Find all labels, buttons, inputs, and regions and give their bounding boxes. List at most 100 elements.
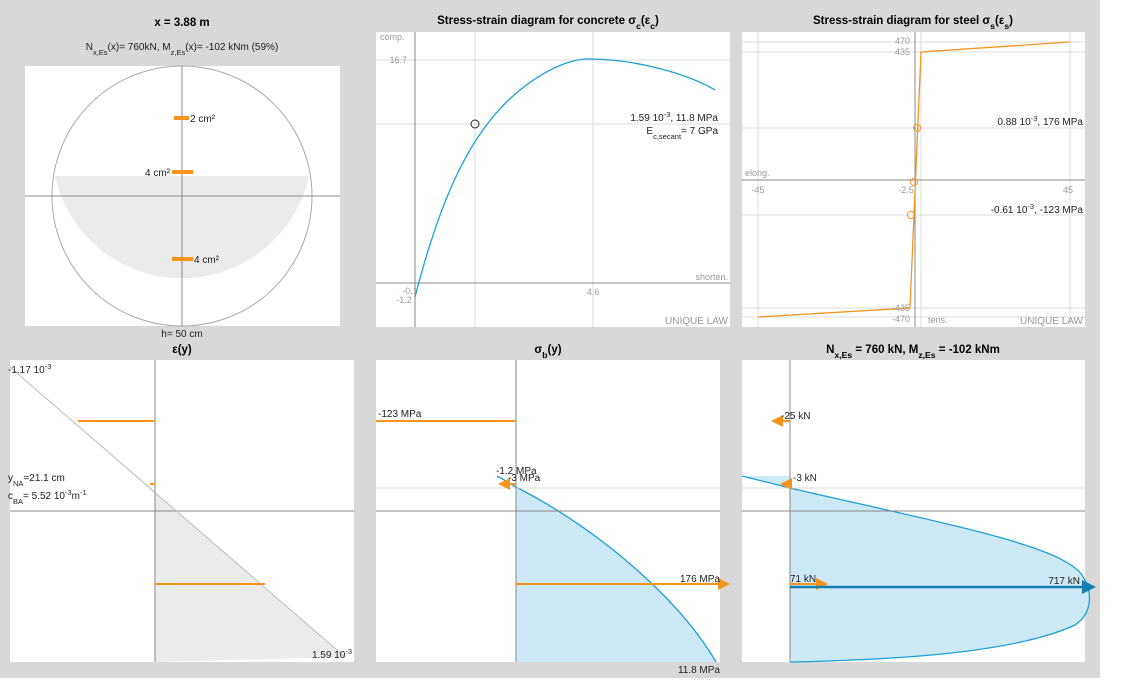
annotation: -1.2 MPa	[496, 466, 537, 477]
script-text: -3	[345, 647, 352, 656]
script-text: -1	[80, 488, 87, 497]
text-part: = -102 kNm	[936, 344, 1000, 356]
axis-label: shorten.	[695, 272, 728, 282]
text-part: =21.1 cm	[23, 473, 64, 484]
text-part: N	[86, 42, 93, 53]
strain-line	[9, 366, 346, 658]
script-text: x,Es	[93, 48, 108, 57]
tick-label: -470	[892, 314, 910, 324]
tick-label: 45	[1063, 185, 1073, 195]
text-part: c	[8, 491, 13, 502]
script-text: c,secant	[653, 132, 682, 141]
annotation: 11.8 MPa	[678, 665, 720, 676]
tick-label: 16.7	[389, 55, 407, 65]
script-text: c	[650, 21, 655, 31]
text-part: )	[1009, 15, 1013, 27]
annotation: -0.61 10-3, -123 MPa	[991, 202, 1084, 217]
operating-point	[913, 124, 921, 132]
annotation: 717 kN	[1048, 576, 1080, 587]
text-part: (x)= 760kN, M	[108, 42, 171, 53]
text-part: (ε	[641, 15, 651, 27]
text-part: , 176 MPa	[1037, 117, 1083, 128]
text-part: -1.17 10	[8, 365, 45, 376]
law-label: UNIQUE LAW	[1020, 316, 1084, 327]
text-part: Stress-strain diagram for concrete σ	[437, 15, 636, 27]
annotation: -25 kN	[781, 411, 810, 422]
script-text: -3	[45, 362, 52, 371]
text-part: 1.59 10	[312, 650, 346, 661]
text-part: σ	[534, 344, 542, 356]
tick-label: 435	[895, 47, 910, 57]
tick-label: -435	[892, 303, 910, 313]
annotation: 1.59 10-3	[312, 647, 352, 662]
panel-title: Nx,Es = 760 kN, Mz,Es = -102 kNm	[826, 344, 1000, 360]
text-part: )	[655, 15, 659, 27]
operating-point	[910, 178, 918, 186]
text-part: (x)= -102 kNm (59%)	[185, 42, 278, 53]
axis-label: comp.	[380, 32, 405, 42]
text-part: (y)	[548, 344, 562, 356]
annotation: cBA= 5.52 10-3m-1	[8, 488, 87, 506]
rebar-label: 4 cm²	[145, 168, 171, 179]
script-text: -3	[1031, 114, 1038, 123]
rebar-label: 2 cm²	[190, 114, 216, 125]
rebar-label: 4 cm²	[194, 255, 220, 266]
script-text: z,Es	[171, 48, 186, 57]
arrowhead	[1082, 580, 1096, 594]
text-part: = 760 kN, M	[852, 344, 918, 356]
text-part: y	[8, 473, 13, 484]
text-part: 0.88 10	[997, 117, 1031, 128]
arrowhead	[780, 478, 792, 490]
tick-label: -2.5	[898, 185, 914, 195]
tick-label: -45	[751, 185, 764, 195]
script-text: b	[542, 350, 547, 360]
panel-title: σb(y)	[534, 344, 561, 360]
text-part: N	[826, 344, 834, 356]
tick-label: -0.1	[402, 286, 418, 296]
script-text: x,Es	[834, 350, 852, 360]
annotation: yNA=21.1 cm	[8, 473, 65, 488]
text-part: -0.61 10	[991, 205, 1028, 216]
height-label: h= 50 cm	[161, 329, 202, 340]
annotation: 176 MPa	[680, 574, 720, 585]
arrowhead	[498, 478, 510, 490]
panel-title: Stress-strain diagram for concrete σc(εc…	[437, 15, 659, 31]
text-part: (ε	[995, 15, 1005, 27]
script-text: c	[636, 21, 641, 31]
arrowhead	[718, 578, 730, 590]
arrowhead	[771, 415, 783, 427]
script-text: NA	[13, 479, 23, 488]
script-text: z,Es	[918, 350, 935, 360]
text-part: = 5.52 10	[23, 491, 65, 502]
annotation: Ec,secant= 7 GPa	[646, 126, 718, 141]
text-part: Stress-strain diagram for steel σ	[813, 15, 990, 27]
stress-strain-curve	[414, 58, 716, 298]
stress-area	[516, 487, 716, 662]
text-part: = 7 GPa	[681, 126, 718, 137]
operating-point	[470, 119, 480, 129]
plot-area	[376, 32, 730, 327]
text-part: , 11.8 MPa	[670, 113, 718, 124]
text-part: , -123 MPa	[1034, 205, 1083, 216]
script-text: -3	[664, 110, 671, 119]
tick-label: 4.6	[587, 287, 600, 297]
panel-subtitle: Nx,Es(x)= 760kN, Mz,Es(x)= -102 kNm (59%…	[86, 42, 279, 57]
annotation: -123 MPa	[378, 409, 422, 420]
annotation: 71 kN	[790, 574, 816, 585]
annotation: -3 MPa	[508, 473, 541, 484]
force-area	[790, 488, 1090, 662]
tick-label: -1.2	[396, 295, 412, 305]
script-text: s	[990, 21, 995, 31]
annotation: -3 kN	[793, 473, 817, 484]
panel-title: x = 3.88 m	[154, 17, 209, 29]
force-curve	[741, 475, 1091, 663]
strain-area	[155, 492, 345, 662]
annotation: 1.59 10-3, 11.8 MPa	[630, 110, 718, 125]
annotation: -1.17 10-3	[8, 362, 51, 377]
text-part: m	[72, 491, 80, 502]
operating-point	[907, 211, 915, 219]
law-label: UNIQUE LAW	[665, 316, 729, 327]
panel-title: Stress-strain diagram for steel σs(εs)	[813, 15, 1013, 31]
axis-label: tens.	[928, 315, 948, 325]
